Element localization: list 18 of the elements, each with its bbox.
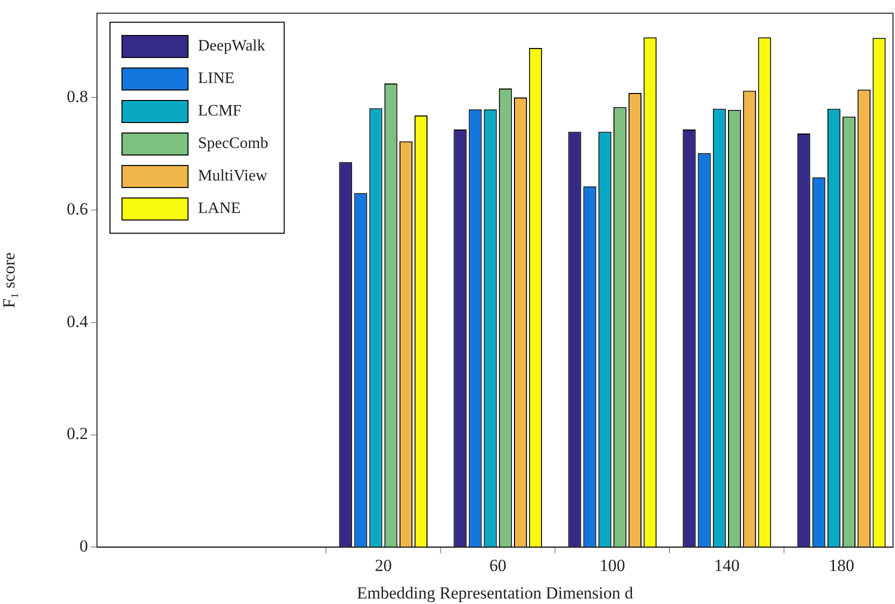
legend-label: LINE bbox=[198, 70, 234, 88]
x-axis-title: Embedding Representation Dimension d bbox=[356, 583, 634, 602]
y-tick-label: 0.2 bbox=[66, 424, 88, 444]
x-tick-label: 180 bbox=[828, 556, 854, 575]
x-tick-label: 100 bbox=[600, 556, 626, 575]
legend-label: LANE bbox=[198, 200, 241, 218]
legend-label: DeepWalk bbox=[198, 38, 266, 55]
y-tick-label: 0.8 bbox=[66, 86, 88, 106]
x-tick-label: 20 bbox=[374, 556, 392, 575]
y-tick-label: 0.4 bbox=[66, 312, 88, 331]
x-tick-label: 140 bbox=[714, 556, 740, 575]
legend-label: MultiView bbox=[198, 168, 268, 185]
x-tick-label: 60 bbox=[489, 556, 506, 575]
y-axis-title: F₁ score bbox=[0, 252, 19, 308]
y-tick-label: 0.6 bbox=[66, 199, 88, 218]
legend-label: SpecComb bbox=[198, 135, 268, 152]
legend-label: LCMF bbox=[198, 102, 242, 120]
y-tick-label: 0 bbox=[80, 536, 88, 556]
